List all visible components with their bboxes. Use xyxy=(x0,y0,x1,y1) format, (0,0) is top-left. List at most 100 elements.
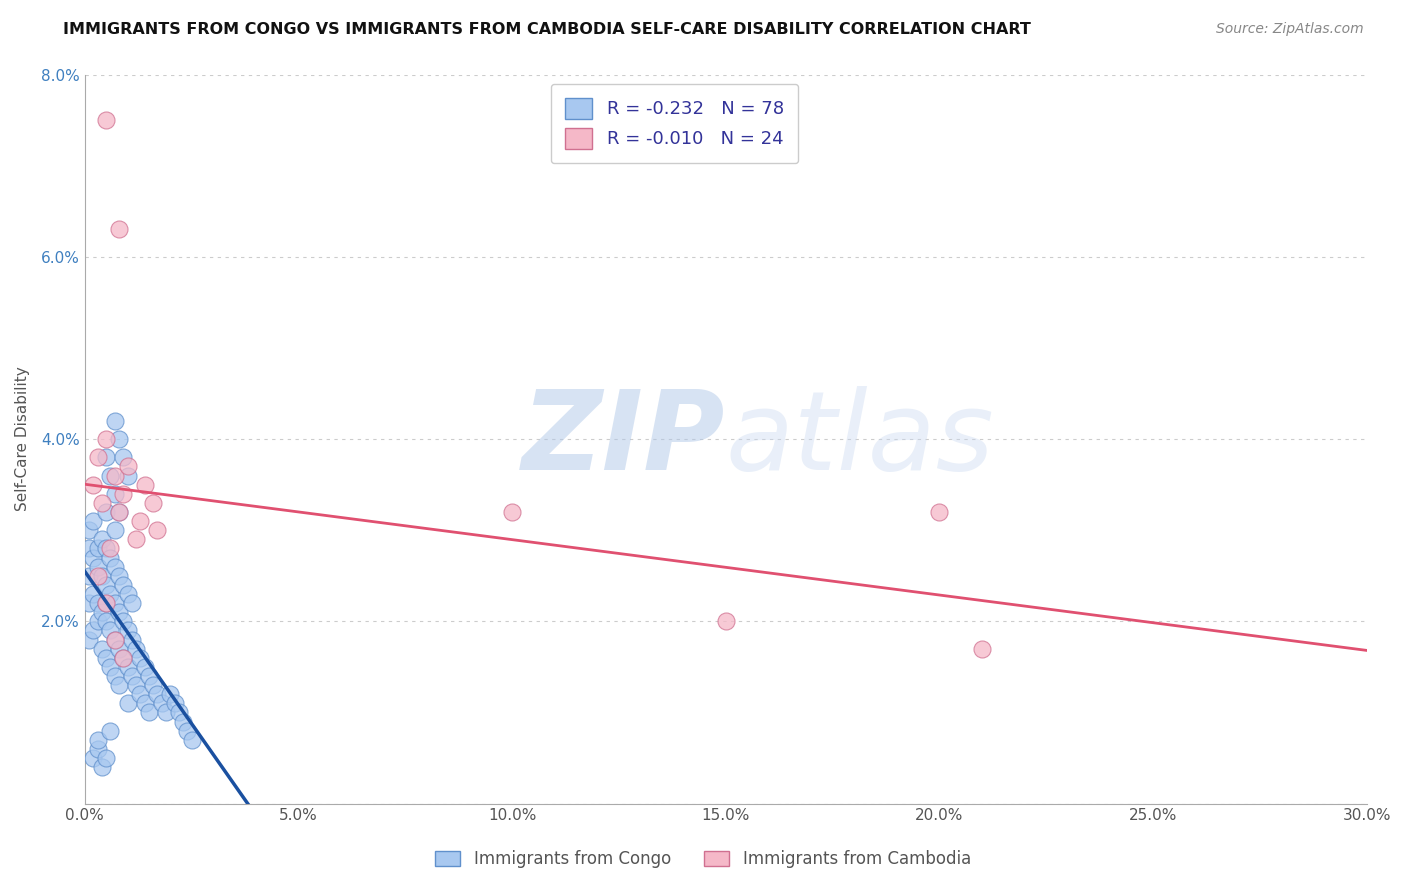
Point xyxy=(108,222,131,236)
Point xyxy=(108,432,131,446)
Legend: R = -0.232   N = 78, R = -0.010   N = 24: R = -0.232 N = 78, R = -0.010 N = 24 xyxy=(551,84,799,163)
Point xyxy=(104,632,127,647)
Point xyxy=(138,669,160,683)
Point xyxy=(928,505,950,519)
Point xyxy=(121,632,143,647)
Point xyxy=(108,605,131,619)
Point xyxy=(142,496,165,510)
Text: atlas: atlas xyxy=(725,385,994,492)
Text: Source: ZipAtlas.com: Source: ZipAtlas.com xyxy=(1216,22,1364,37)
Point xyxy=(86,596,108,610)
Point xyxy=(96,615,118,629)
Point xyxy=(121,596,143,610)
Point xyxy=(86,742,108,756)
Point xyxy=(91,496,114,510)
Point xyxy=(86,450,108,465)
Point xyxy=(172,714,194,729)
Point xyxy=(501,505,523,519)
Point xyxy=(180,732,202,747)
Point xyxy=(96,505,118,519)
Point xyxy=(100,660,122,674)
Point xyxy=(82,477,104,491)
Point xyxy=(108,505,131,519)
Point xyxy=(134,660,156,674)
Point xyxy=(82,587,104,601)
Point xyxy=(125,641,148,656)
Point xyxy=(91,605,114,619)
Point xyxy=(104,669,127,683)
Point xyxy=(108,641,131,656)
Point xyxy=(167,706,190,720)
Point xyxy=(146,687,169,701)
Point xyxy=(96,578,118,592)
Point xyxy=(82,751,104,765)
Point xyxy=(96,596,118,610)
Point xyxy=(129,514,152,528)
Point xyxy=(134,477,156,491)
Point xyxy=(146,523,169,537)
Point xyxy=(96,596,118,610)
Point xyxy=(176,723,198,738)
Point xyxy=(82,550,104,565)
Point xyxy=(100,550,122,565)
Point xyxy=(96,113,118,128)
Point xyxy=(104,523,127,537)
Point xyxy=(117,697,139,711)
Point xyxy=(112,650,135,665)
Point xyxy=(96,450,118,465)
Point xyxy=(96,432,118,446)
Point xyxy=(108,505,131,519)
Legend: Immigrants from Congo, Immigrants from Cambodia: Immigrants from Congo, Immigrants from C… xyxy=(429,844,977,875)
Point xyxy=(86,559,108,574)
Point xyxy=(138,706,160,720)
Point xyxy=(163,697,186,711)
Point xyxy=(112,650,135,665)
Point xyxy=(91,641,114,656)
Point xyxy=(117,468,139,483)
Point xyxy=(112,615,135,629)
Point xyxy=(77,541,100,556)
Point xyxy=(972,641,994,656)
Point xyxy=(86,732,108,747)
Point xyxy=(91,568,114,582)
Point xyxy=(150,697,173,711)
Point xyxy=(86,541,108,556)
Point xyxy=(117,624,139,638)
Point xyxy=(77,568,100,582)
Point xyxy=(100,723,122,738)
Point xyxy=(129,687,152,701)
Point xyxy=(125,533,148,547)
Point xyxy=(100,587,122,601)
Point xyxy=(134,697,156,711)
Point xyxy=(77,632,100,647)
Text: IMMIGRANTS FROM CONGO VS IMMIGRANTS FROM CAMBODIA SELF-CARE DISABILITY CORRELATI: IMMIGRANTS FROM CONGO VS IMMIGRANTS FROM… xyxy=(63,22,1031,37)
Point xyxy=(100,541,122,556)
Point xyxy=(86,615,108,629)
Point xyxy=(129,650,152,665)
Point xyxy=(159,687,181,701)
Y-axis label: Self-Care Disability: Self-Care Disability xyxy=(15,367,30,511)
Point xyxy=(104,632,127,647)
Point xyxy=(112,487,135,501)
Point xyxy=(82,514,104,528)
Point xyxy=(117,660,139,674)
Point xyxy=(108,678,131,692)
Point xyxy=(96,751,118,765)
Point xyxy=(96,541,118,556)
Point xyxy=(125,678,148,692)
Point xyxy=(714,615,737,629)
Point xyxy=(77,523,100,537)
Point xyxy=(104,596,127,610)
Point xyxy=(142,678,165,692)
Point xyxy=(104,559,127,574)
Point xyxy=(82,624,104,638)
Point xyxy=(91,533,114,547)
Point xyxy=(108,568,131,582)
Point xyxy=(104,487,127,501)
Point xyxy=(117,459,139,474)
Point xyxy=(77,596,100,610)
Point xyxy=(104,468,127,483)
Point xyxy=(112,450,135,465)
Text: ZIP: ZIP xyxy=(522,385,725,492)
Point xyxy=(117,587,139,601)
